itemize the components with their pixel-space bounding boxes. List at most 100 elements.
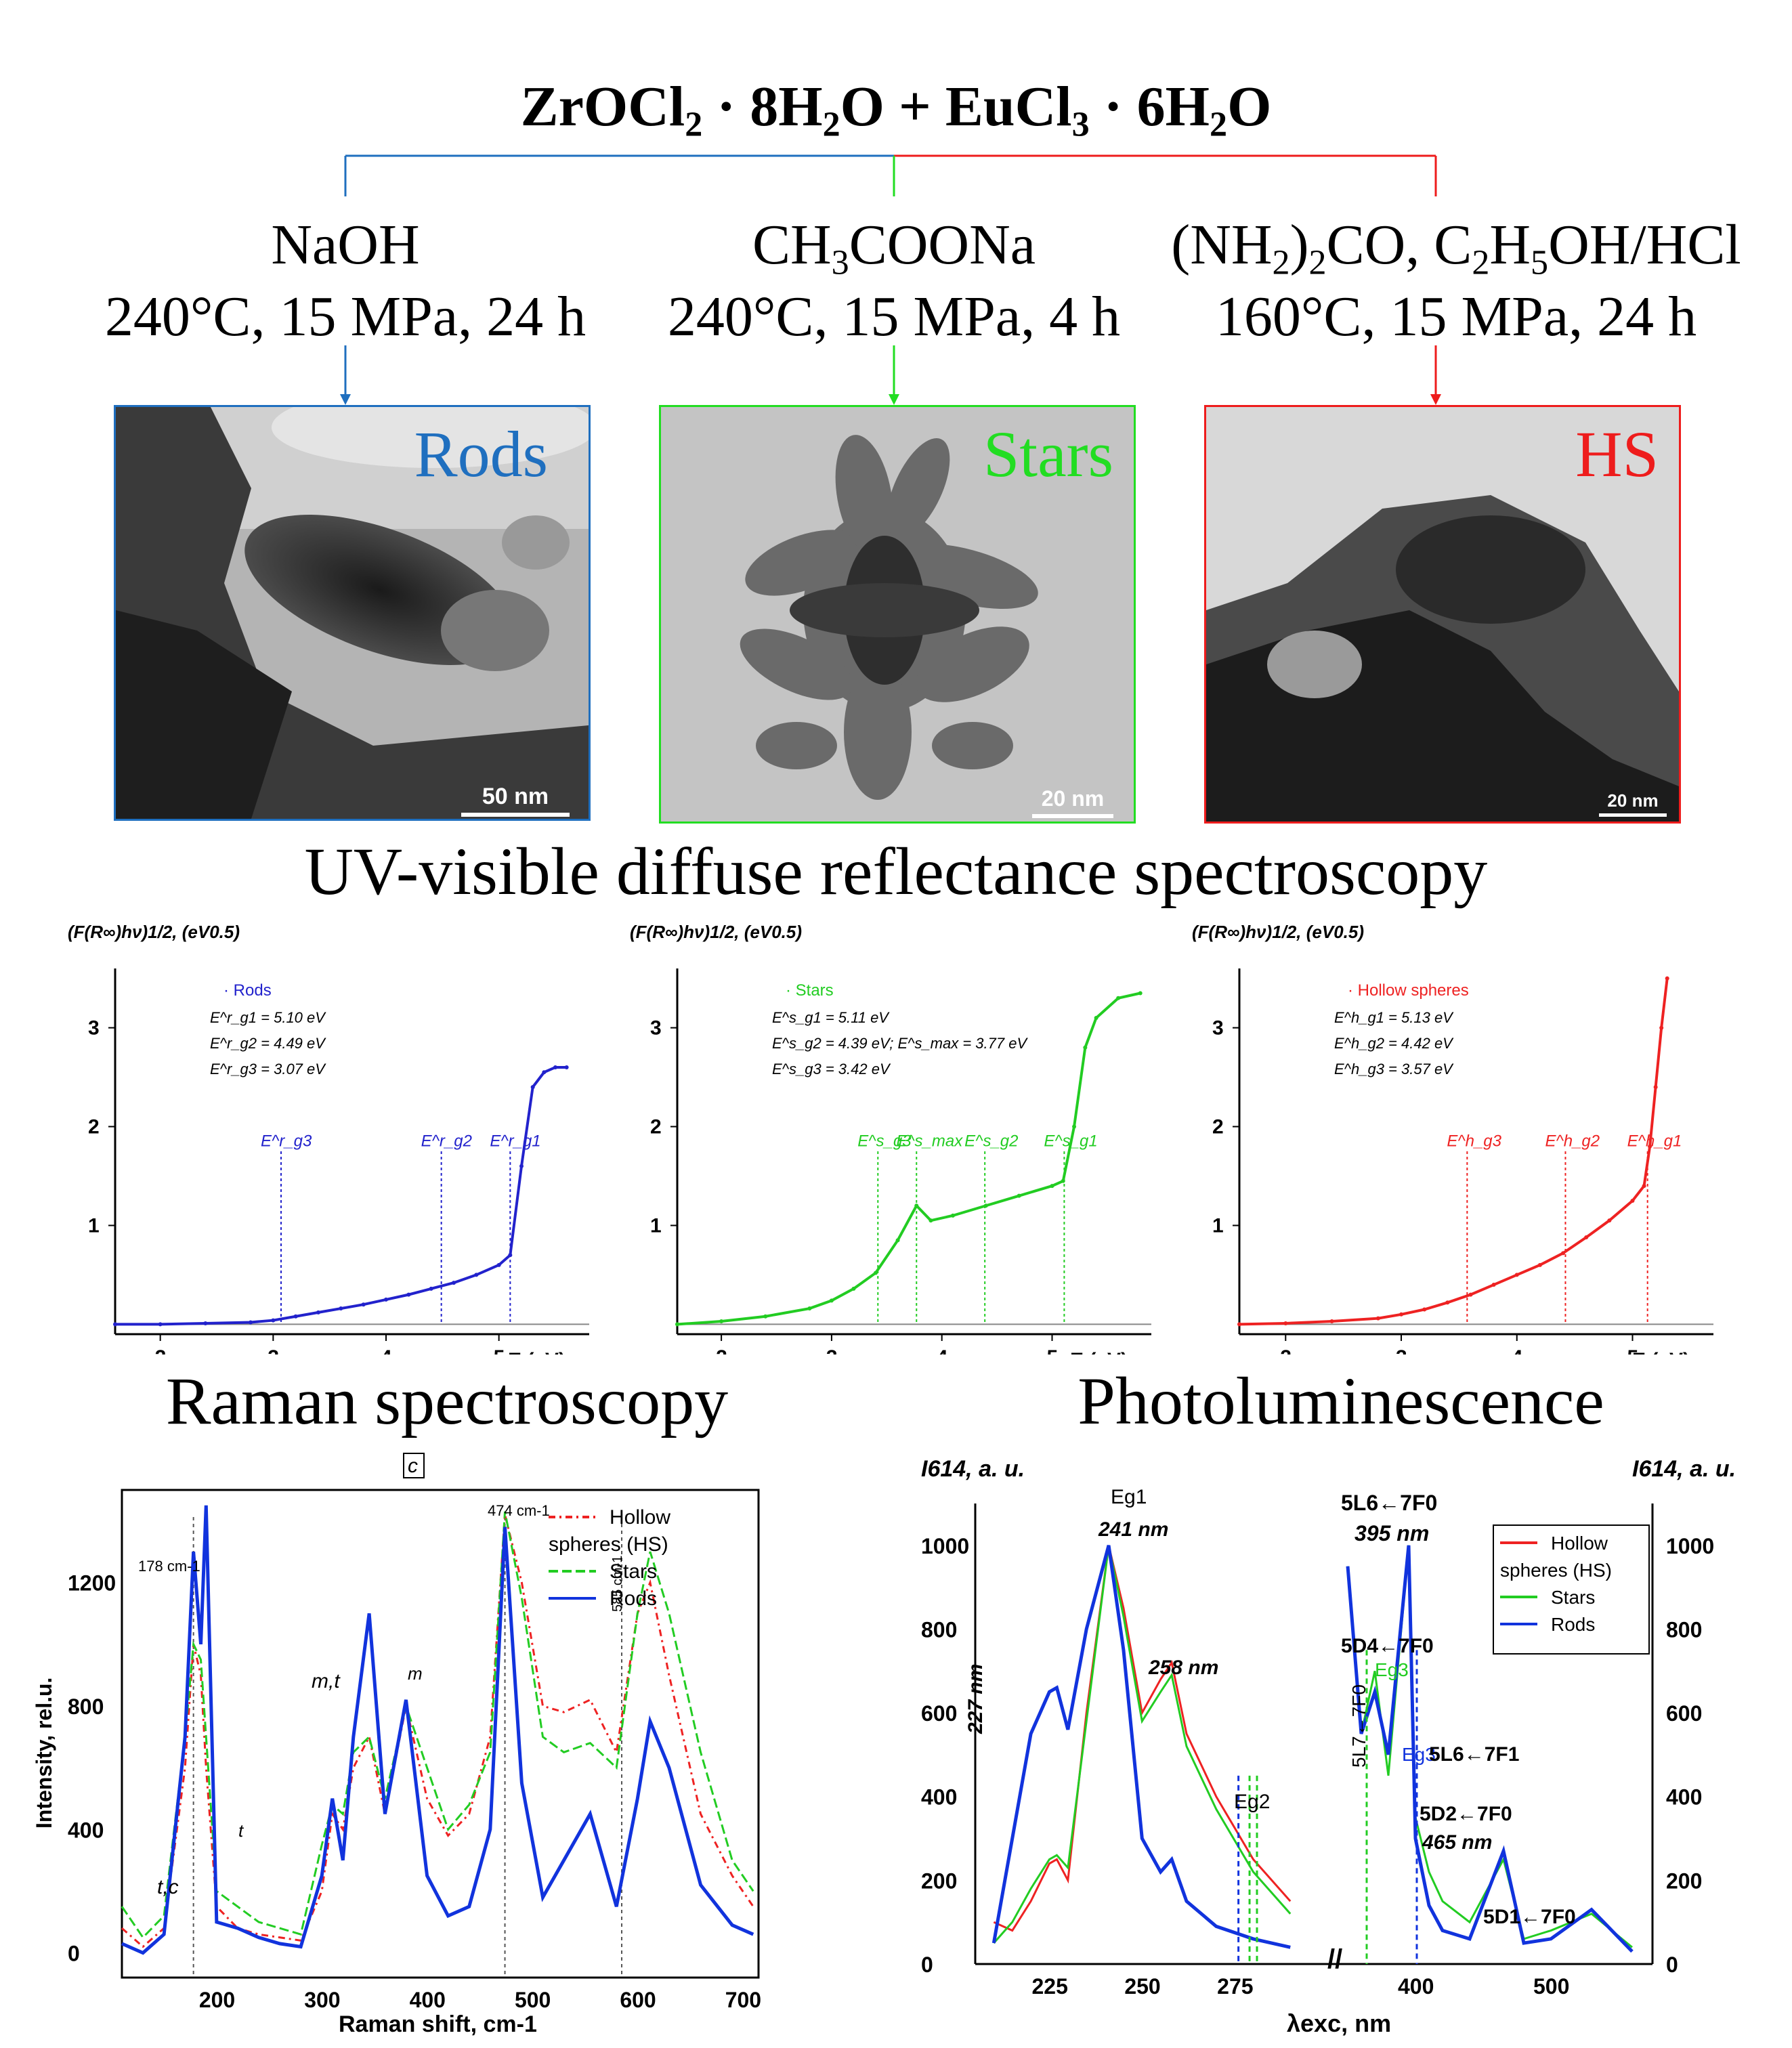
route-1-conditions: 240°C, 15 MPa, 24 h bbox=[104, 285, 586, 348]
pl-annotation: 241 nm bbox=[1098, 1518, 1168, 1541]
legend-entry: Hollow bbox=[1551, 1533, 1608, 1554]
y-tick-label: 600 bbox=[921, 1701, 957, 1726]
y-tick-label: 400 bbox=[68, 1818, 104, 1842]
formula-text: (NH bbox=[1171, 213, 1273, 276]
gap-value-label: E^s_g2 = 4.39 eV; E^s_max = 3.77 eV bbox=[772, 1035, 1028, 1052]
series-line bbox=[121, 1514, 754, 1948]
data-point bbox=[1375, 1316, 1380, 1321]
data-point bbox=[293, 1314, 298, 1319]
data-point bbox=[429, 1286, 433, 1291]
pl-annotation: Eg3 bbox=[1375, 1659, 1409, 1680]
gap-marker-label: E^s_g2 bbox=[964, 1132, 1018, 1151]
axis-break: // bbox=[1327, 1944, 1342, 1974]
y-tick-label-right: 800 bbox=[1666, 1617, 1702, 1642]
gap-marker-label: E^h_g3 bbox=[1447, 1132, 1501, 1151]
y-tick-label: 0 bbox=[68, 1942, 80, 1966]
formula-text: O + EuCl bbox=[840, 75, 1072, 138]
pl-annotation: Eg2 bbox=[1234, 1791, 1270, 1813]
data-point bbox=[719, 1319, 724, 1324]
data-point bbox=[249, 1320, 253, 1325]
raman-section-title: Raman spectroscopy bbox=[165, 1363, 729, 1438]
x-tick-label: 3 bbox=[268, 1346, 279, 1354]
data-point bbox=[1237, 1322, 1241, 1327]
data-point bbox=[271, 1318, 276, 1323]
gap-marker-label: E^r_g1 bbox=[490, 1132, 540, 1151]
x-tick-label: 2 bbox=[1280, 1346, 1292, 1354]
data-line bbox=[1239, 978, 1669, 1326]
pl-annotation: 395 nm bbox=[1354, 1521, 1429, 1545]
data-point bbox=[316, 1310, 320, 1315]
tem-image-rods: Rods 50 nm bbox=[114, 405, 591, 821]
data-point bbox=[1050, 1184, 1054, 1189]
data-point bbox=[361, 1302, 366, 1307]
x-tick-label: 500 bbox=[1533, 1974, 1569, 1999]
x-tick-label: 225 bbox=[1031, 1974, 1067, 1999]
data-point bbox=[1584, 1235, 1589, 1239]
route-1-reagent: NaOH bbox=[271, 213, 420, 276]
annotation-178: 178 cm-1 bbox=[138, 1558, 200, 1575]
route-2-conditions: 240°C, 15 MPa, 4 h bbox=[667, 285, 1121, 348]
data-point bbox=[384, 1297, 388, 1302]
x-tick-label: 5 bbox=[1046, 1346, 1058, 1354]
reaction-formula: ZrOCl2 · 8H2O + EuCl3 · 6H2O bbox=[0, 73, 1792, 159]
data-point bbox=[452, 1281, 456, 1285]
y-tick-label: 1000 bbox=[921, 1534, 969, 1558]
y-tick-label: 1 bbox=[88, 1214, 100, 1237]
series-line-left bbox=[993, 1545, 1292, 1932]
data-point bbox=[1138, 991, 1143, 996]
y-axis-label: (F(R∞)hν)1/2, (eV0.5) bbox=[1192, 922, 1364, 942]
x-axis-label: λexc, nm bbox=[1287, 2009, 1391, 2037]
data-point bbox=[530, 1085, 535, 1090]
formula-text: O bbox=[1227, 75, 1272, 138]
hs-scale-label: 20 nm bbox=[1607, 790, 1659, 811]
y-tick-label: 3 bbox=[650, 1017, 662, 1040]
x-axis-label: E (eV) bbox=[1070, 1349, 1128, 1354]
tem-image-stars: Stars 20 nm bbox=[659, 405, 1136, 824]
series-line bbox=[121, 1505, 754, 1955]
pl-annotation: 5D2←7F0 bbox=[1420, 1803, 1512, 1825]
y-tick-label: 800 bbox=[68, 1694, 104, 1719]
x-tick-label: 2 bbox=[155, 1346, 167, 1354]
data-point bbox=[829, 1298, 834, 1303]
data-point bbox=[950, 1213, 955, 1218]
gap-marker-label: E^s_g1 bbox=[1044, 1132, 1097, 1151]
gap-marker-label: E^r_g2 bbox=[421, 1132, 472, 1151]
legend-entry: Rods bbox=[1551, 1614, 1595, 1635]
x-tick-label: 400 bbox=[410, 1988, 446, 2012]
pl-annotation: 5L7←7F0 bbox=[1348, 1684, 1369, 1768]
stars-label: Stars bbox=[983, 418, 1113, 490]
data-point bbox=[158, 1322, 163, 1327]
gap-value-label: E^s_g1 = 5.11 eV bbox=[772, 1009, 890, 1026]
formula-text: H bbox=[1489, 213, 1531, 276]
y-axis-label: I614, a. u. bbox=[921, 1456, 1025, 1482]
y-tick-label: 2 bbox=[88, 1116, 100, 1138]
data-point bbox=[1329, 1319, 1334, 1324]
y-tick-label: 2 bbox=[650, 1116, 662, 1138]
pl-annotation: Eg3 bbox=[1402, 1744, 1436, 1765]
legend-box bbox=[1493, 1524, 1650, 1655]
pl-annotation: 465 nm bbox=[1422, 1831, 1492, 1854]
y-axis-label: (F(R∞)hν)1/2, (eV0.5) bbox=[68, 922, 240, 942]
legend-entry: Rods bbox=[610, 1587, 657, 1610]
annotation-box bbox=[403, 1453, 425, 1478]
uv-section-title: UV-visible diffuse reflectance spectrosc… bbox=[304, 834, 1488, 909]
data-point bbox=[675, 1322, 679, 1327]
pl-annotation: Eg1 bbox=[1111, 1486, 1147, 1508]
data-point bbox=[1665, 976, 1669, 981]
formula-text: · 6H bbox=[1089, 75, 1210, 138]
data-point bbox=[339, 1306, 343, 1311]
hs-scale-bar: 20 nm bbox=[1599, 790, 1667, 817]
data-point bbox=[1017, 1193, 1021, 1198]
gap-value-label: E^s_g3 = 3.42 eV bbox=[772, 1061, 891, 1078]
stars-scale-label: 20 nm bbox=[1041, 786, 1105, 811]
stars-scale-bar: 20 nm bbox=[1032, 786, 1113, 818]
gap-marker-label: E^h_g2 bbox=[1545, 1132, 1600, 1151]
gap-value-label: E^r_g3 = 3.07 eV bbox=[210, 1061, 326, 1078]
pl-annotation: 227 nm bbox=[964, 1664, 987, 1734]
x-tick-label: 5 bbox=[1627, 1346, 1638, 1354]
uv-hs-chart: (F(R∞)hν)1/2, (eV0.5) E (eV) 2 3 4 5 1 2 3 E^h_g3… bbox=[1192, 922, 1713, 1354]
gap-value-label: E^h_g3 = 3.57 eV bbox=[1334, 1061, 1454, 1078]
y-tick-label: 1200 bbox=[68, 1571, 116, 1596]
formula-text: OH/HCl bbox=[1548, 213, 1741, 276]
stars-particle-image bbox=[661, 407, 1134, 822]
